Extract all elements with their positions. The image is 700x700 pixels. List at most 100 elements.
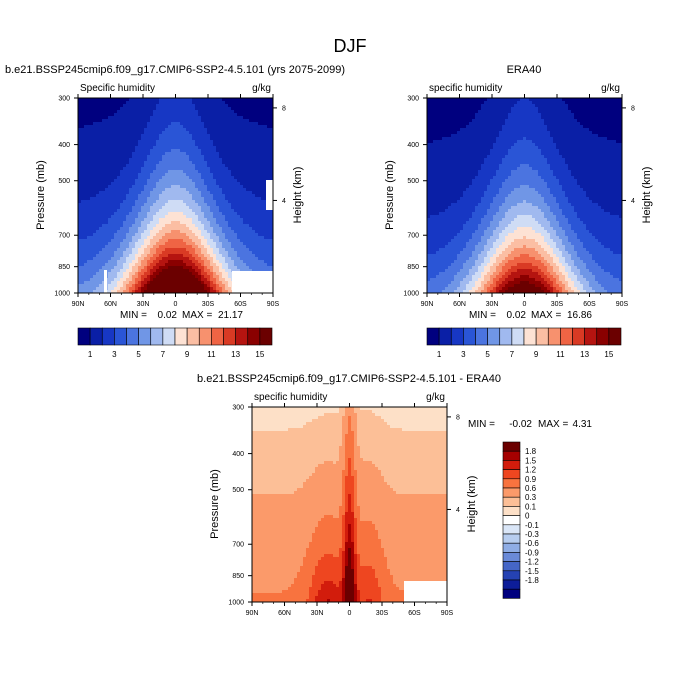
field-cell <box>153 152 157 156</box>
field-cell <box>255 116 259 120</box>
field-cell <box>255 143 259 147</box>
field-cell <box>147 260 151 264</box>
field-cell <box>219 152 223 156</box>
field-cell <box>580 116 584 120</box>
field-cell <box>427 107 431 111</box>
field-cell <box>198 152 202 156</box>
colorbar-label: 15 <box>255 350 264 359</box>
field-cell <box>150 146 154 150</box>
field-cell <box>120 185 124 189</box>
field-cell <box>180 134 184 138</box>
field-cell <box>445 128 449 132</box>
field-cell <box>252 248 256 252</box>
field-cell <box>168 107 172 111</box>
field-cell <box>213 140 217 144</box>
field-cell <box>195 263 199 267</box>
field-cell <box>565 125 569 129</box>
field-cell <box>261 131 265 135</box>
field-cell <box>147 203 151 207</box>
field-cell <box>198 206 202 210</box>
field-cell <box>99 266 103 270</box>
field-cell <box>129 266 133 270</box>
field-cell <box>102 245 106 249</box>
field-cell <box>270 260 273 264</box>
field-cell <box>174 227 178 231</box>
field-cell <box>144 212 148 216</box>
field-cell <box>577 101 581 105</box>
field-cell <box>117 236 121 240</box>
field-cell <box>177 224 181 228</box>
field-cell <box>96 152 100 156</box>
field-cell <box>472 101 476 105</box>
field-cell <box>87 230 91 234</box>
field-cell <box>204 203 208 207</box>
field-cell <box>430 98 434 102</box>
field-cell <box>237 116 241 120</box>
field-cell <box>189 197 193 201</box>
field-cell <box>201 191 205 195</box>
field-cell <box>249 149 253 153</box>
field-cell <box>99 197 103 201</box>
field-cell <box>499 98 503 102</box>
field-cell <box>93 242 97 246</box>
field-cell <box>81 281 85 285</box>
field-cell <box>150 245 154 249</box>
field-cell <box>598 101 602 105</box>
field-cell <box>132 266 136 270</box>
field-cell <box>90 278 94 282</box>
field-cell <box>138 98 142 102</box>
field-cell <box>108 128 112 132</box>
field-cell <box>117 200 121 204</box>
field-cell <box>84 191 88 195</box>
field-cell <box>210 119 214 123</box>
field-cell <box>120 122 124 126</box>
field-cell <box>132 182 136 186</box>
field-cell <box>243 161 247 165</box>
field-cell <box>583 125 587 129</box>
field-cell <box>150 122 154 126</box>
field-cell <box>237 194 241 198</box>
field-cell <box>90 104 94 108</box>
field-cell <box>463 98 467 102</box>
field-cell <box>96 257 100 261</box>
field-cell <box>177 227 181 231</box>
field-cell <box>577 110 581 114</box>
field-cell <box>201 272 205 276</box>
field-cell <box>120 236 124 240</box>
field-cell <box>234 122 238 126</box>
field-cell <box>117 158 121 162</box>
field-cell <box>84 263 88 267</box>
field-cell <box>258 230 262 234</box>
field-cell <box>99 206 103 210</box>
field-cell <box>204 239 208 243</box>
field-cell <box>81 149 85 153</box>
field-cell <box>237 227 241 231</box>
field-cell <box>261 242 265 246</box>
field-cell <box>240 242 244 246</box>
field-cell <box>616 98 620 102</box>
field-cell <box>96 191 100 195</box>
field-cell <box>198 197 202 201</box>
field-cell <box>526 98 530 102</box>
field-cell <box>213 116 217 120</box>
field-cell <box>198 239 202 243</box>
field-cell <box>538 101 542 105</box>
field-cell <box>255 242 259 246</box>
field-cell <box>159 266 163 270</box>
field-cell <box>261 149 265 153</box>
field-cell <box>258 110 262 114</box>
field-cell <box>135 170 139 174</box>
field-cell <box>120 113 124 117</box>
field-cell <box>90 266 94 270</box>
field-cell <box>231 260 235 264</box>
field-cell <box>141 236 145 240</box>
field-cell <box>586 107 590 111</box>
field-cell <box>222 167 226 171</box>
field-cell <box>117 239 121 243</box>
field-cell <box>448 101 452 105</box>
field-cell <box>264 134 268 138</box>
field-cell <box>249 233 253 237</box>
field-cell <box>129 212 133 216</box>
field-cell <box>439 107 443 111</box>
field-cell <box>201 107 205 111</box>
